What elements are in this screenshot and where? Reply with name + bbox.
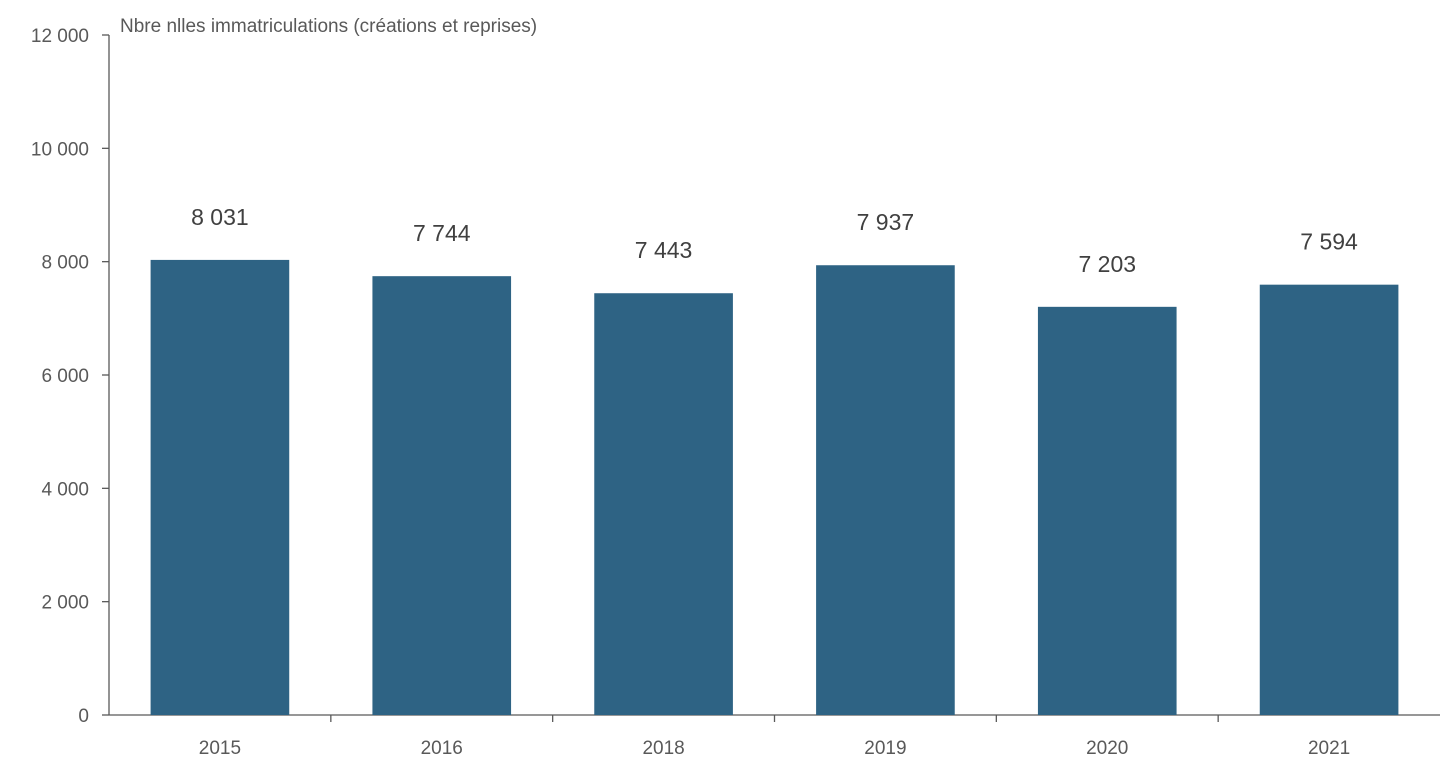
data-label: 7 744 xyxy=(413,220,471,246)
data-label: 7 594 xyxy=(1300,229,1358,255)
y-tick-label: 6 000 xyxy=(41,366,89,387)
y-tick-label: 10 000 xyxy=(31,139,89,160)
x-tick-label: 2019 xyxy=(864,738,906,759)
bar xyxy=(816,265,955,715)
bar xyxy=(1259,284,1399,715)
bars-group: 8 031 7 744 7 443 7 937 7 203 7 594 xyxy=(150,204,1399,715)
data-label: 7 203 xyxy=(1078,251,1136,277)
y-tick-label: 12 000 xyxy=(31,26,89,47)
bar xyxy=(594,293,733,715)
y-tick-label: 4 000 xyxy=(41,479,89,500)
x-tick-label: 2016 xyxy=(421,738,463,759)
data-label: 7 443 xyxy=(635,237,693,263)
bar xyxy=(1037,306,1177,715)
y-tick-label: 8 000 xyxy=(41,253,89,274)
data-label: 7 937 xyxy=(857,209,915,235)
x-tick-label: 2020 xyxy=(1086,738,1128,759)
y-axis-title: Nbre nlles immatriculations (créations e… xyxy=(120,16,537,37)
x-tick-label: 2021 xyxy=(1308,738,1350,759)
x-tick-label: 2015 xyxy=(199,738,241,759)
data-label: 8 031 xyxy=(191,204,249,230)
bar xyxy=(372,276,512,715)
x-axis-ticks: 2015 2016 2018 2019 2020 2021 xyxy=(199,715,1350,759)
y-tick-label: 0 xyxy=(78,706,89,727)
x-tick-label: 2018 xyxy=(642,738,684,759)
bar xyxy=(150,259,290,715)
y-axis-ticks: 0 2 000 4 000 6 000 8 000 10 000 12 000 xyxy=(31,26,109,727)
y-tick-label: 2 000 xyxy=(41,593,89,614)
